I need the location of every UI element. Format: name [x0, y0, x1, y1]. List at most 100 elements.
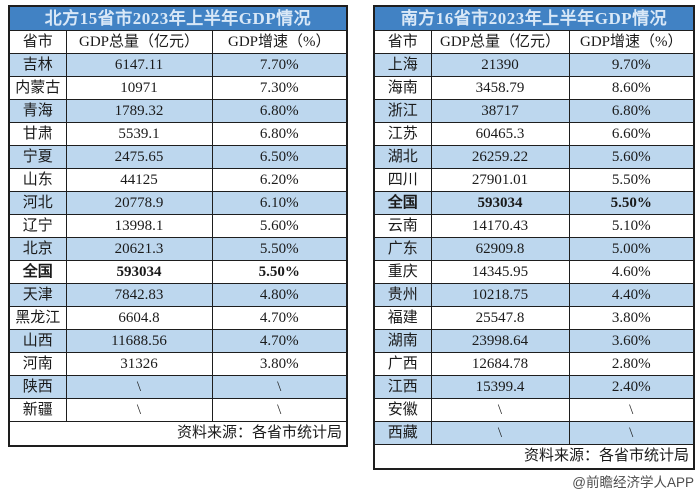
gdp-growth-cell: 5.60% — [568, 145, 695, 169]
province-cell: 全国 — [8, 260, 67, 284]
table-row: 全国 593034 5.50% — [8, 260, 348, 284]
gdp-growth-cell: 5.50% — [568, 168, 695, 192]
table-row: 河南 31326 3.80% — [8, 352, 348, 376]
south-table-body: 上海 21390 9.70% 海南 3458.79 8.60% 浙江 38717 6.80% 江苏… — [373, 53, 695, 445]
table-row: 湖南 23998.64 3.60% — [373, 329, 695, 353]
province-cell: 北京 — [8, 237, 67, 261]
province-cell: 福建 — [373, 306, 432, 330]
gdp-growth-cell: \ — [568, 421, 695, 445]
gdp-growth-cell: 4.80% — [211, 283, 348, 307]
col-header-gdp-total: GDP总量（亿元） — [65, 30, 213, 54]
table-row: 重庆 14345.95 4.60% — [373, 260, 695, 284]
table-row: 山东 44125 6.20% — [8, 168, 348, 192]
province-cell: 辽宁 — [8, 214, 67, 238]
province-cell: 山东 — [8, 168, 67, 192]
table-row: 四川 27901.01 5.50% — [373, 168, 695, 192]
watermark: @前瞻经济学人APP — [572, 475, 694, 490]
table-row: 江苏 60465.3 6.60% — [373, 122, 695, 146]
table-row: 内蒙古 10971 7.30% — [8, 76, 348, 100]
gdp-growth-cell: 6.60% — [568, 122, 695, 146]
province-cell: 山西 — [8, 329, 67, 353]
gdp-growth-cell: 7.30% — [211, 76, 348, 100]
table-row: 陕西 \ \ — [8, 375, 348, 399]
table-row: 黑龙江 6604.8 4.70% — [8, 306, 348, 330]
gdp-growth-cell: \ — [211, 398, 348, 422]
source-row: 资料来源：各省市统计局 — [373, 444, 695, 470]
province-cell: 宁夏 — [8, 145, 67, 169]
gdp-growth-cell: 5.10% — [568, 214, 695, 238]
gdp-total-cell: 14345.95 — [430, 260, 570, 284]
table-row: 河北 20778.9 6.10% — [8, 191, 348, 215]
province-cell: 河南 — [8, 352, 67, 376]
table-row: 广西 12684.78 2.80% — [373, 352, 695, 376]
gdp-total-cell: 10971 — [65, 76, 213, 100]
table-row: 安徽 \ \ — [373, 398, 695, 422]
gdp-growth-cell: 6.50% — [211, 145, 348, 169]
table-row: 海南 3458.79 8.60% — [373, 76, 695, 100]
table-row: 贵州 10218.75 4.40% — [373, 283, 695, 307]
gdp-total-cell: 27901.01 — [430, 168, 570, 192]
column-header-row: 省市 GDP总量（亿元） GDP增速（%） — [8, 30, 348, 54]
north-gdp-table: 北方15省市2023年上半年GDP情况 省市 GDP总量（亿元） GDP增速（%… — [8, 5, 348, 447]
table-row: 云南 14170.43 5.10% — [373, 214, 695, 238]
gdp-growth-cell: \ — [568, 398, 695, 422]
table-row: 浙江 38717 6.80% — [373, 99, 695, 123]
north-gdp-table-grid: 北方15省市2023年上半年GDP情况 省市 GDP总量（亿元） GDP增速（%… — [8, 5, 348, 447]
gdp-growth-cell: 4.70% — [211, 329, 348, 353]
gdp-growth-cell: 2.40% — [568, 375, 695, 399]
gdp-total-cell: \ — [430, 421, 570, 445]
south-table-title: 南方16省市2023年上半年GDP情况 — [373, 5, 695, 31]
province-cell: 湖南 — [373, 329, 432, 353]
table-row: 甘肃 5539.1 6.80% — [8, 122, 348, 146]
gdp-growth-cell: 5.00% — [568, 237, 695, 261]
table-row: 全国 593034 5.50% — [373, 191, 695, 215]
gdp-total-cell: 38717 — [430, 99, 570, 123]
gdp-total-cell: 7842.83 — [65, 283, 213, 307]
gdp-total-cell: 2475.65 — [65, 145, 213, 169]
province-cell: 天津 — [8, 283, 67, 307]
gdp-growth-cell: 5.60% — [211, 214, 348, 238]
gdp-total-cell: 15399.4 — [430, 375, 570, 399]
province-cell: 青海 — [8, 99, 67, 123]
gdp-growth-cell: 4.70% — [211, 306, 348, 330]
province-cell: 河北 — [8, 191, 67, 215]
source-note: 资料来源：各省市统计局 — [373, 444, 695, 470]
gdp-total-cell: 3458.79 — [430, 76, 570, 100]
gdp-growth-cell: 3.60% — [568, 329, 695, 353]
province-cell: 黑龙江 — [8, 306, 67, 330]
province-cell: 全国 — [373, 191, 432, 215]
gdp-growth-cell: \ — [211, 375, 348, 399]
gdp-total-cell: 6147.11 — [65, 53, 213, 77]
col-header-province: 省市 — [8, 30, 67, 54]
table-row: 青海 1789.32 6.80% — [8, 99, 348, 123]
province-cell: 上海 — [373, 53, 432, 77]
col-header-gdp-growth: GDP增速（%） — [211, 30, 348, 54]
gdp-total-cell: 21390 — [430, 53, 570, 77]
gdp-total-cell: 12684.78 — [430, 352, 570, 376]
gdp-growth-cell: 9.70% — [568, 53, 695, 77]
gdp-total-cell: 5539.1 — [65, 122, 213, 146]
province-cell: 西藏 — [373, 421, 432, 445]
col-header-province: 省市 — [373, 30, 432, 54]
gdp-growth-cell: 3.80% — [568, 306, 695, 330]
table-row: 福建 25547.8 3.80% — [373, 306, 695, 330]
gdp-growth-cell: 4.60% — [568, 260, 695, 284]
source-row: 资料来源：各省市统计局 — [8, 421, 348, 447]
column-header-row: 省市 GDP总量（亿元） GDP增速（%） — [373, 30, 695, 54]
gdp-growth-cell: 2.80% — [568, 352, 695, 376]
gdp-total-cell: \ — [65, 398, 213, 422]
gdp-growth-cell: 5.50% — [211, 260, 348, 284]
table-row: 天津 7842.83 4.80% — [8, 283, 348, 307]
gdp-growth-cell: 6.10% — [211, 191, 348, 215]
gdp-total-cell: 1789.32 — [65, 99, 213, 123]
gdp-total-cell: \ — [430, 398, 570, 422]
gdp-total-cell: 593034 — [430, 191, 570, 215]
table-row: 西藏 \ \ — [373, 421, 695, 445]
province-cell: 云南 — [373, 214, 432, 238]
gdp-total-cell: 13998.1 — [65, 214, 213, 238]
gdp-growth-cell: 6.20% — [211, 168, 348, 192]
gdp-total-cell: 11688.56 — [65, 329, 213, 353]
province-cell: 浙江 — [373, 99, 432, 123]
gdp-total-cell: 20778.9 — [65, 191, 213, 215]
gdp-growth-cell: 8.60% — [568, 76, 695, 100]
